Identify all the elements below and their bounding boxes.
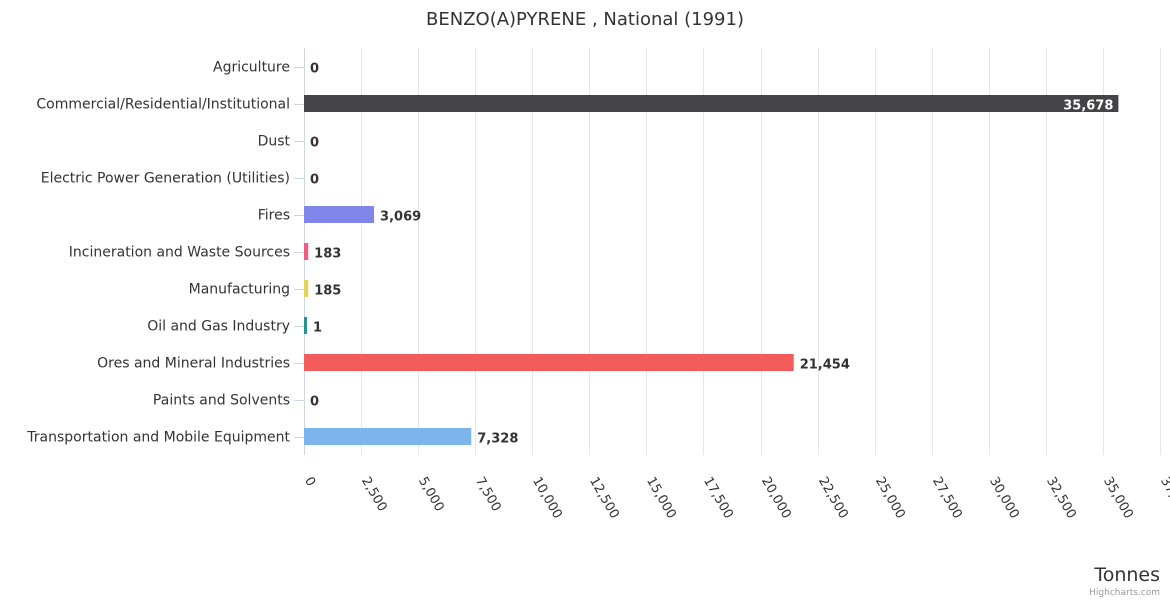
data-label: 0 bbox=[310, 395, 319, 410]
category-label: Manufacturing bbox=[189, 282, 290, 298]
bar[interactable] bbox=[304, 317, 307, 334]
category-label: Dust bbox=[258, 134, 291, 150]
data-label: 185 bbox=[314, 284, 341, 299]
x-tick-label: 2,500 bbox=[358, 475, 390, 515]
x-tick-label: 35,000 bbox=[1100, 475, 1136, 522]
x-tick-label: 27,500 bbox=[929, 475, 965, 522]
x-tick-label: 20,000 bbox=[758, 475, 794, 522]
x-tick-label: 30,000 bbox=[986, 475, 1022, 522]
data-label: 21,454 bbox=[800, 358, 850, 373]
bar[interactable] bbox=[304, 354, 794, 371]
x-axis-ticks: 0 2,500 5,000 7,500 10,000 12,500 15,000 17,500… bbox=[301, 475, 1170, 522]
category-label: Commercial/Residential/Institutional bbox=[36, 97, 290, 113]
x-tick-label: 7,500 bbox=[472, 475, 504, 515]
x-tick-label: 22,500 bbox=[815, 475, 851, 522]
data-label: 183 bbox=[314, 247, 341, 262]
bar[interactable] bbox=[304, 280, 309, 297]
x-tick-label: 0 bbox=[301, 475, 318, 490]
category-label: Electric Power Generation (Utilities) bbox=[41, 171, 290, 187]
category-label: Paints and Solvents bbox=[153, 393, 290, 409]
chart-title: BENZO(A)PYRENE , National (1991) bbox=[426, 9, 744, 30]
category-label: Oil and Gas Industry bbox=[147, 319, 290, 335]
x-tick-label: 25,000 bbox=[872, 475, 908, 522]
data-labels: 0 35,678 0 0 3,069 183 185 1 21,454 0 7,328 bbox=[310, 62, 1113, 447]
category-label: Transportation and Mobile Equipment bbox=[26, 430, 290, 446]
category-label: Incineration and Waste Sources bbox=[69, 245, 290, 261]
x-tick-label: 5,000 bbox=[415, 475, 447, 515]
data-label: 0 bbox=[310, 173, 319, 188]
x-tick-label: 17,500 bbox=[700, 475, 736, 522]
category-label: Ores and Mineral Industries bbox=[97, 356, 290, 372]
bar[interactable] bbox=[304, 95, 1119, 112]
category-label: Fires bbox=[258, 208, 290, 224]
data-label: 35,678 bbox=[1063, 99, 1113, 114]
bar[interactable] bbox=[304, 428, 472, 445]
bar[interactable] bbox=[304, 243, 309, 260]
data-label: 7,328 bbox=[477, 432, 518, 447]
x-axis-title: Tonnes bbox=[1093, 564, 1160, 586]
plot-area bbox=[304, 95, 1119, 445]
x-tick-label: 15,000 bbox=[643, 475, 679, 522]
data-label: 0 bbox=[310, 136, 319, 151]
data-label: 1 bbox=[313, 321, 322, 336]
x-tick-label: 37,500 bbox=[1157, 475, 1170, 522]
bar[interactable] bbox=[304, 206, 375, 223]
data-label: 0 bbox=[310, 62, 319, 77]
x-tick-label: 32,500 bbox=[1043, 475, 1079, 522]
credits-link[interactable]: Highcharts.com bbox=[1089, 588, 1160, 598]
category-labels: Agriculture Commercial/Residential/Instit… bbox=[26, 60, 304, 446]
category-label: Agriculture bbox=[213, 60, 290, 76]
x-tick-label: 10,000 bbox=[529, 475, 565, 522]
data-label: 3,069 bbox=[380, 210, 421, 225]
x-tick-label: 12,500 bbox=[586, 475, 622, 522]
